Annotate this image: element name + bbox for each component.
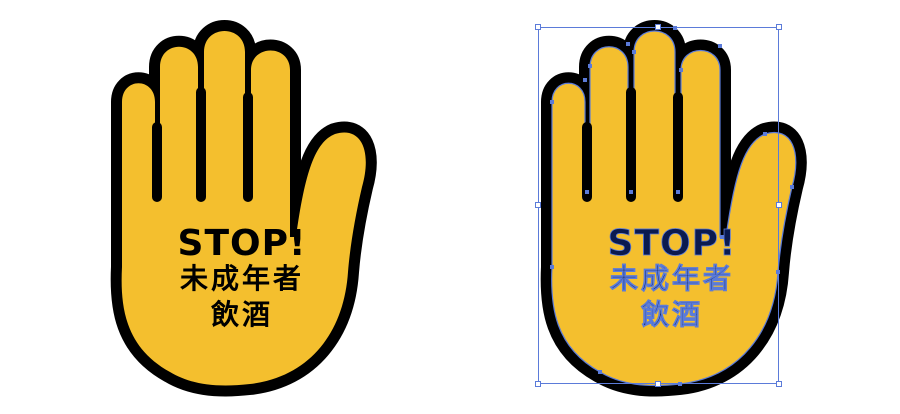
resize-handle-top[interactable] <box>655 24 661 30</box>
resize-handle-bottom[interactable] <box>655 381 661 387</box>
stop-hand-sign-selected[interactable]: STOP! 未成年者 飲酒 <box>550 26 796 386</box>
drinking-text: 飲酒 <box>211 298 273 331</box>
anchor-points[interactable] <box>550 26 794 386</box>
resize-handle-left[interactable] <box>535 202 541 208</box>
resize-handle-top-left[interactable] <box>535 24 541 30</box>
stop-text: STOP! <box>178 223 307 264</box>
stop-text: STOP! <box>608 223 737 264</box>
drinking-text: 飲酒 <box>641 298 703 331</box>
finger-lines <box>152 87 253 202</box>
finger-lines <box>582 87 683 202</box>
minor-text: 未成年者 <box>610 262 734 295</box>
minor-text: 未成年者 <box>180 262 304 295</box>
stop-hand-sign[interactable]: STOP! 未成年者 飲酒 <box>122 31 366 386</box>
resize-handle-right[interactable] <box>776 202 782 208</box>
resize-handle-bottom-left[interactable] <box>535 381 541 387</box>
resize-handle-top-right[interactable] <box>776 24 782 30</box>
resize-handle-bottom-right[interactable] <box>776 381 782 387</box>
